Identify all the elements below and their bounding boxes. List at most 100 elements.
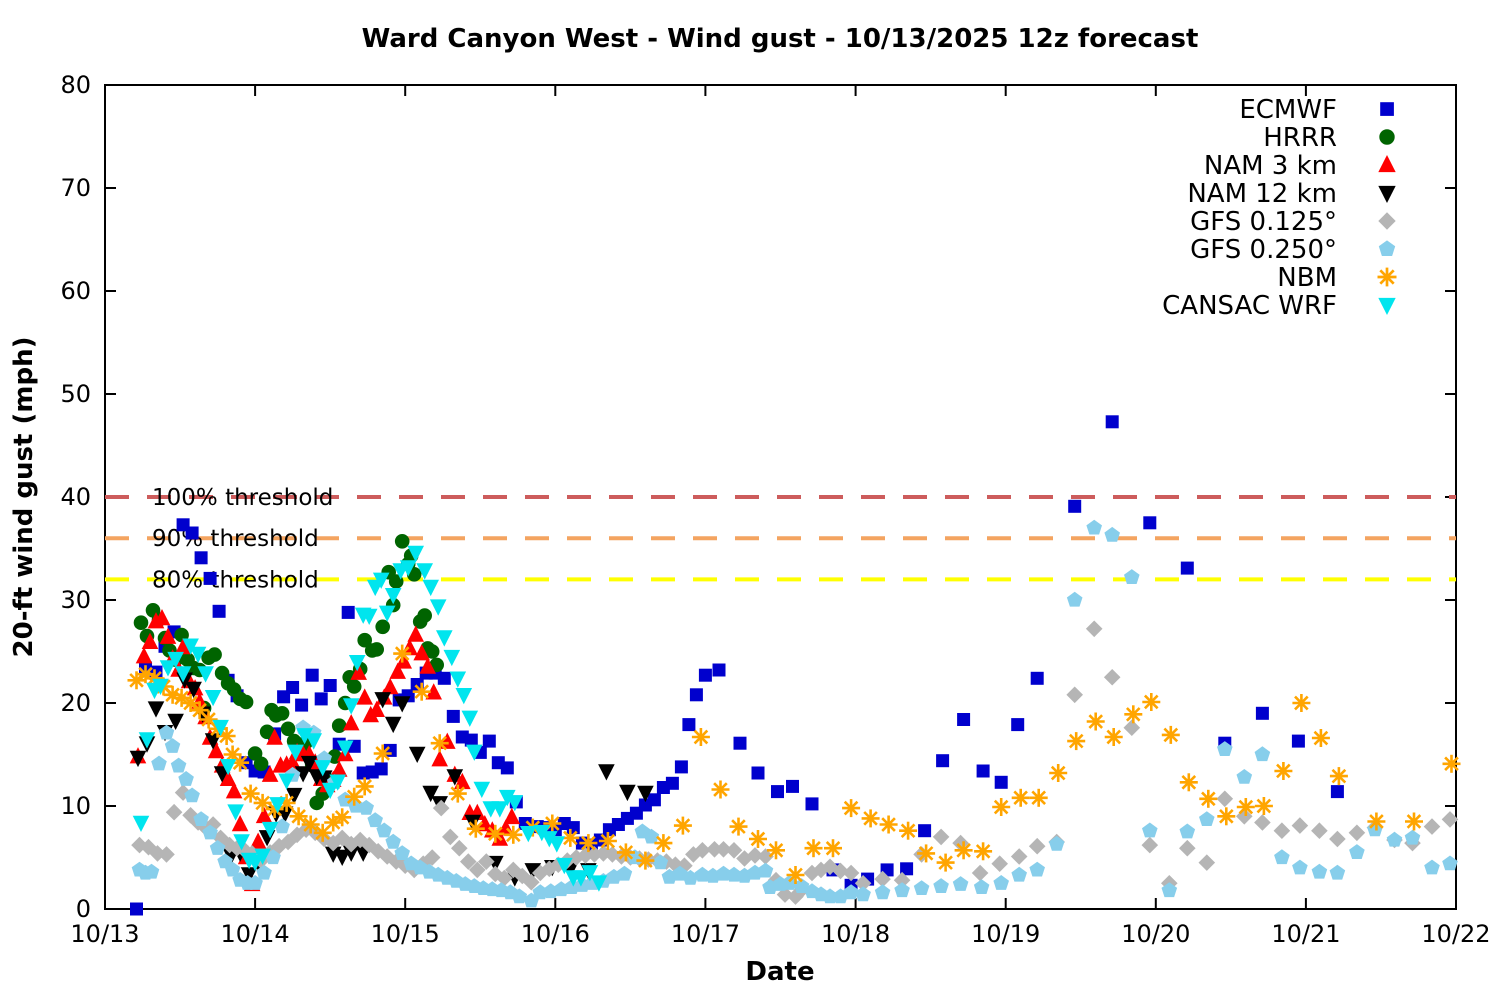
data-point-square-icon: [437, 671, 451, 685]
data-point-square-icon: [446, 709, 460, 723]
data-point-triangle-down-icon: [167, 651, 184, 669]
data-point-triangle-down-icon: [499, 789, 516, 807]
data-point-square-icon: [482, 734, 496, 748]
data-point-circle-icon: [274, 706, 290, 721]
data-point-pentagon-icon: [358, 799, 374, 815]
data-point-diamond-icon: [1010, 848, 1028, 865]
data-point-diamond-icon: [204, 816, 222, 833]
data-point-triangle-down-icon: [342, 845, 360, 862]
data-point-circle-icon: [1379, 129, 1395, 145]
data-point-triangle-down-icon: [336, 740, 354, 757]
data-point-asterisk-icon: [1199, 789, 1218, 808]
data-point-square-icon: [464, 733, 478, 747]
data-point-diamond-icon: [1378, 212, 1396, 230]
data-point-square-icon: [1255, 706, 1269, 720]
legend-label: CANSAC WRF: [1162, 291, 1337, 321]
data-point-asterisk-icon: [1161, 725, 1180, 744]
data-point-square-icon: [1143, 516, 1157, 530]
data-point-asterisk-icon: [1179, 773, 1198, 792]
data-point-pentagon-icon: [385, 833, 401, 849]
data-point-pentagon-icon: [1329, 864, 1346, 880]
data-point-pentagon-icon: [822, 888, 838, 904]
data-point-pentagon-icon: [394, 845, 410, 860]
x-tick-label: 10/16: [521, 920, 590, 948]
data-point-square-icon: [918, 824, 932, 838]
data-point-square-icon: [566, 821, 580, 835]
data-point-triangle-down-icon: [333, 849, 351, 866]
data-point-diamond-icon: [478, 853, 495, 870]
data-point-triangle-down-icon: [182, 638, 199, 655]
plot-area: 10/13 10/14 10/15 10/16 10/17 10/18 10/19 10/20…: [60, 71, 1490, 948]
data-point-triangle-down-icon: [329, 774, 346, 791]
x-axis-title: Date: [745, 957, 814, 987]
data-point-asterisk-icon: [616, 843, 635, 862]
data-point-asterisk-icon: [691, 728, 710, 746]
data-point-triangle-down-icon: [378, 605, 396, 622]
data-point-diamond-icon: [460, 853, 477, 870]
data-point-square-icon: [712, 663, 726, 677]
data-point-triangle-down-icon: [399, 560, 417, 577]
data-point-pentagon-icon: [1011, 866, 1027, 882]
data-point-diamond-icon: [1273, 822, 1291, 839]
data-point-diamond-icon: [832, 862, 849, 880]
data-point-square-icon: [130, 902, 143, 916]
data-point-triangle-down-icon: [212, 719, 229, 737]
data-point-diamond-icon: [523, 873, 540, 891]
data-point-triangle-down-icon: [1378, 185, 1396, 203]
data-point-pentagon-icon: [1199, 811, 1215, 826]
data-point-pentagon-icon: [202, 824, 218, 840]
data-point-circle-icon: [346, 679, 362, 694]
data-point-triangle-down-icon: [227, 804, 244, 821]
data-point-pentagon-icon: [376, 822, 392, 838]
y-tick-label: 0: [76, 895, 91, 923]
data-point-triangle-up-icon: [225, 782, 243, 799]
data-point-triangle-down-icon: [384, 588, 402, 605]
data-point-triangle-down-icon: [342, 698, 360, 715]
data-point-asterisk-icon: [598, 832, 617, 850]
data-point-diamond-icon: [1311, 822, 1328, 839]
data-point-diamond-icon: [706, 841, 723, 858]
data-point-triangle-down-icon: [197, 666, 214, 683]
data-point-asterisk-icon: [917, 844, 936, 863]
data-point-triangle-up-icon: [219, 769, 237, 786]
data-point-diamond-icon: [874, 870, 891, 888]
data-point-asterisk-icon: [579, 834, 598, 853]
data-point-triangle-up-icon: [159, 627, 177, 644]
data-point-diamond-icon: [351, 831, 369, 849]
legend-label: ECMWF: [1239, 95, 1337, 125]
data-point-square-icon: [1030, 671, 1044, 685]
data-point-triangle-down-icon: [321, 782, 339, 799]
data-point-asterisk-icon: [430, 734, 449, 753]
data-point-diamond-icon: [1254, 814, 1271, 831]
data-point-asterisk-icon: [231, 753, 250, 772]
y-tick-label: 10: [60, 792, 91, 820]
data-point-pentagon-icon: [367, 812, 383, 828]
data-point-diamond-icon: [812, 861, 830, 879]
series-cansac-wrf: [132, 545, 608, 892]
data-point-pentagon-icon: [1442, 855, 1458, 871]
data-point-triangle-up-icon: [266, 728, 283, 745]
data-point-pentagon-icon: [1378, 240, 1396, 256]
data-point-asterisk-icon: [253, 793, 272, 812]
data-point-square-icon: [976, 764, 990, 778]
data-point-asterisk-icon: [1011, 788, 1030, 807]
data-point-asterisk-icon: [974, 842, 993, 861]
data-point-diamond-icon: [715, 841, 732, 858]
legend-item: GFS 0.250°: [1190, 235, 1396, 265]
data-point-diamond-icon: [971, 864, 989, 882]
data-point-pentagon-icon: [164, 738, 181, 753]
data-point-diamond-icon: [1423, 818, 1441, 835]
data-point-square-icon: [900, 862, 914, 876]
data-point-circle-icon: [280, 721, 296, 737]
data-point-asterisk-icon: [412, 682, 431, 701]
data-point-triangle-down-icon: [449, 671, 467, 688]
data-point-asterisk-icon: [879, 815, 898, 834]
data-point-diamond-icon: [1103, 669, 1121, 686]
legend-item: GFS 0.125°: [1190, 207, 1396, 237]
data-point-triangle-down-icon: [466, 744, 483, 761]
data-point-diamond-icon: [487, 865, 504, 883]
data-point-triangle-down-icon: [300, 755, 318, 773]
data-point-asterisk-icon: [241, 784, 260, 803]
data-point-triangle-down-icon: [506, 795, 524, 812]
data-point-triangle-down-icon: [159, 660, 177, 677]
